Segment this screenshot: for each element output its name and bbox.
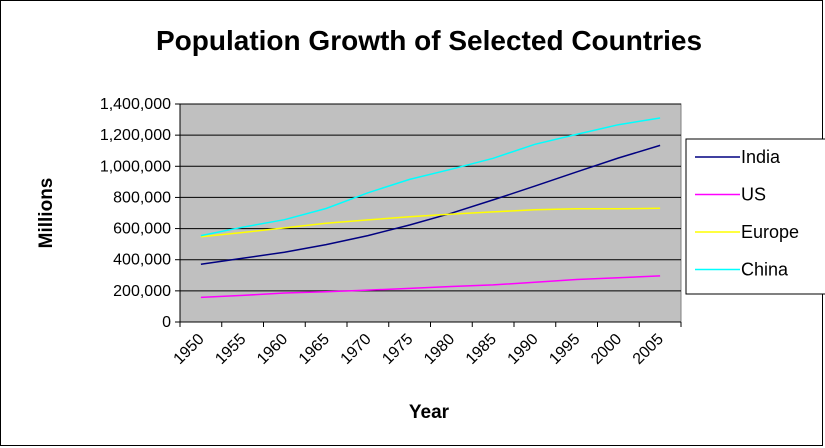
x-tick-label: 1980: [421, 331, 458, 368]
x-axis-ticks: 1950 1955 1960 1965 1970 1975 1980 1985 1990 1995…: [171, 322, 682, 368]
series-lines: [200, 117, 661, 299]
y-tick-label: 1,200,000: [100, 127, 171, 144]
x-tick-label: 1960: [254, 331, 291, 368]
legend-label-europe: Europe: [741, 222, 799, 242]
x-tick-label: 1985: [463, 331, 500, 368]
y-tick-label: 600,000: [113, 221, 171, 238]
series-line-india: [200, 144, 661, 265]
y-axis-ticks: 0 200,000 400,000 600,000 800,000 1,000,000 1,…: [100, 96, 180, 331]
y-tick-label: 800,000: [113, 189, 171, 206]
x-tick-label: 1995: [546, 331, 583, 368]
series-line-us: [200, 275, 661, 299]
legend-label-india: India: [741, 147, 781, 167]
y-tick-label: 1,400,000: [100, 96, 171, 113]
series-line-china: [200, 117, 661, 237]
y-tick-label: 0: [162, 314, 171, 331]
x-tick-label: 2000: [588, 331, 625, 368]
legend-box: [685, 138, 825, 295]
series-line-europe: [200, 207, 661, 238]
x-axis-title: Year: [409, 402, 450, 423]
legend-label-us: US: [741, 185, 766, 205]
x-tick-label: 1955: [212, 331, 249, 368]
y-axis-title: Millions: [36, 178, 57, 249]
y-tick-label: 1,000,000: [100, 158, 171, 175]
x-tick-label: 1950: [171, 331, 208, 368]
chart-title: Population Growth of Selected Countries: [156, 25, 702, 56]
plot-area: [179, 103, 682, 323]
x-tick-label: 2005: [630, 331, 667, 368]
x-tick-label: 1990: [505, 331, 542, 368]
y-tick-label: 200,000: [113, 283, 171, 300]
legend: India US Europe China: [685, 138, 825, 295]
y-tick-label: 400,000: [113, 252, 171, 269]
x-tick-label: 1970: [338, 331, 375, 368]
x-tick-label: 1965: [296, 331, 333, 368]
legend-label-china: China: [741, 260, 789, 280]
x-tick-label: 1975: [379, 331, 416, 368]
gridlines: [180, 103, 681, 292]
